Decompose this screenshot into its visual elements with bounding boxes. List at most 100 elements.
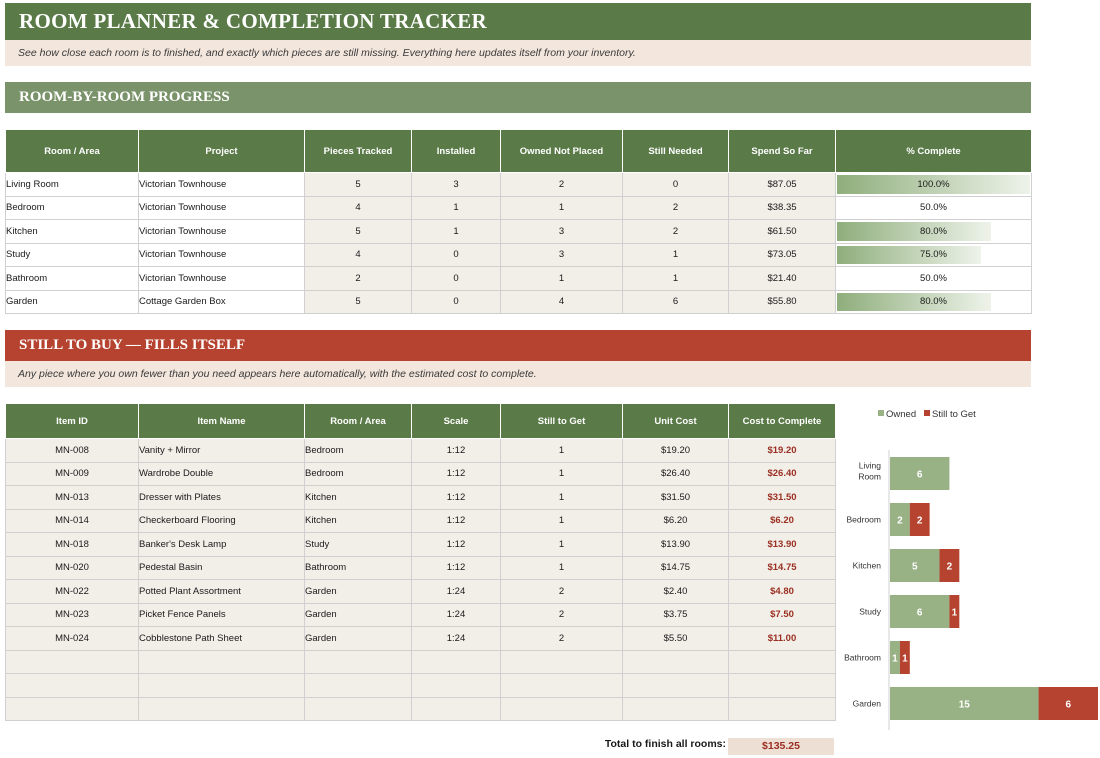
- cell-scale[interactable]: 1:24: [411, 579, 501, 604]
- empty-cell[interactable]: [728, 696, 836, 721]
- cell-name[interactable]: Dresser with Plates: [138, 485, 305, 510]
- empty-cell[interactable]: [500, 696, 623, 721]
- cell-unit[interactable]: $2.40: [622, 579, 729, 604]
- cell-unit[interactable]: $26.40: [622, 461, 729, 486]
- cell-name[interactable]: Banker's Desk Lamp: [138, 532, 305, 557]
- cell-scale[interactable]: 1:12: [411, 438, 501, 463]
- cell-id[interactable]: MN-018: [5, 532, 139, 557]
- cell-name[interactable]: Pedestal Basin: [138, 555, 305, 580]
- cell-unit[interactable]: $31.50: [622, 485, 729, 510]
- bar-owned[interactable]: [890, 595, 950, 628]
- col-header[interactable]: Cost to Complete: [728, 403, 836, 439]
- cell-pct-complete[interactable]: 100.0%: [835, 172, 1032, 197]
- cell-spend[interactable]: $38.35: [728, 195, 836, 220]
- cell-name[interactable]: Wardrobe Double: [138, 461, 305, 486]
- cell-tracked[interactable]: 5: [304, 289, 412, 314]
- bar-owned[interactable]: [890, 549, 940, 582]
- empty-cell[interactable]: [5, 696, 139, 721]
- empty-cell[interactable]: [138, 649, 305, 674]
- col-header[interactable]: Pieces Tracked: [304, 129, 412, 173]
- cell-room[interactable]: Bedroom: [304, 438, 412, 463]
- cell-spend[interactable]: $21.40: [728, 266, 836, 291]
- cell-id[interactable]: MN-013: [5, 485, 139, 510]
- empty-cell[interactable]: [622, 696, 729, 721]
- cell-project[interactable]: Victorian Townhouse: [138, 242, 305, 267]
- cell-cost[interactable]: $6.20: [728, 508, 836, 533]
- cell-needed[interactable]: 2: [622, 195, 729, 220]
- bar-owned[interactable]: [890, 687, 1039, 720]
- cell-id[interactable]: MN-020: [5, 555, 139, 580]
- cell-needed[interactable]: 1: [622, 266, 729, 291]
- col-header[interactable]: Item ID: [5, 403, 139, 439]
- cell-cost[interactable]: $31.50: [728, 485, 836, 510]
- bar-still-to-get[interactable]: [949, 595, 960, 628]
- bar-owned[interactable]: [890, 503, 910, 536]
- cell-spend[interactable]: $61.50: [728, 219, 836, 244]
- cell-scale[interactable]: 1:12: [411, 461, 501, 486]
- cell-get[interactable]: 1: [500, 485, 623, 510]
- cell-tracked[interactable]: 5: [304, 172, 412, 197]
- cell-installed[interactable]: 1: [411, 195, 501, 220]
- empty-cell[interactable]: [138, 696, 305, 721]
- empty-cell[interactable]: [304, 673, 412, 698]
- cell-unit[interactable]: $5.50: [622, 626, 729, 651]
- cell-room[interactable]: Garden: [5, 289, 139, 314]
- cell-id[interactable]: MN-009: [5, 461, 139, 486]
- cell-get[interactable]: 2: [500, 602, 623, 627]
- cell-get[interactable]: 1: [500, 438, 623, 463]
- cell-scale[interactable]: 1:12: [411, 555, 501, 580]
- cell-id[interactable]: MN-023: [5, 602, 139, 627]
- col-header[interactable]: Owned Not Placed: [500, 129, 623, 173]
- cell-room[interactable]: Bedroom: [304, 461, 412, 486]
- cell-scale[interactable]: 1:24: [411, 602, 501, 627]
- cell-room[interactable]: Kitchen: [5, 219, 139, 244]
- col-header[interactable]: Project: [138, 129, 305, 173]
- cell-owned[interactable]: 1: [500, 266, 623, 291]
- cell-spend[interactable]: $87.05: [728, 172, 836, 197]
- cell-tracked[interactable]: 4: [304, 242, 412, 267]
- col-header[interactable]: Installed: [411, 129, 501, 173]
- col-header[interactable]: Still Needed: [622, 129, 729, 173]
- cell-installed[interactable]: 0: [411, 266, 501, 291]
- cell-needed[interactable]: 1: [622, 242, 729, 267]
- empty-cell[interactable]: [304, 696, 412, 721]
- cell-installed[interactable]: 1: [411, 219, 501, 244]
- cell-get[interactable]: 2: [500, 579, 623, 604]
- cell-cost[interactable]: $7.50: [728, 602, 836, 627]
- cell-get[interactable]: 1: [500, 532, 623, 557]
- cell-cost[interactable]: $11.00: [728, 626, 836, 651]
- col-header[interactable]: Room / Area: [304, 403, 412, 439]
- cell-room[interactable]: Garden: [304, 626, 412, 651]
- cell-project[interactable]: Victorian Townhouse: [138, 219, 305, 244]
- cell-room[interactable]: Living Room: [5, 172, 139, 197]
- cell-needed[interactable]: 2: [622, 219, 729, 244]
- cell-get[interactable]: 2: [500, 626, 623, 651]
- cell-tracked[interactable]: 5: [304, 219, 412, 244]
- col-header[interactable]: Still to Get: [500, 403, 623, 439]
- empty-cell[interactable]: [411, 696, 501, 721]
- cell-cost[interactable]: $26.40: [728, 461, 836, 486]
- empty-cell[interactable]: [500, 649, 623, 674]
- cell-tracked[interactable]: 4: [304, 195, 412, 220]
- cell-unit[interactable]: $13.90: [622, 532, 729, 557]
- cell-room[interactable]: Study: [5, 242, 139, 267]
- cell-spend[interactable]: $55.80: [728, 289, 836, 314]
- cell-scale[interactable]: 1:12: [411, 532, 501, 557]
- empty-cell[interactable]: [5, 649, 139, 674]
- empty-cell[interactable]: [622, 673, 729, 698]
- empty-cell[interactable]: [622, 649, 729, 674]
- cell-project[interactable]: Victorian Townhouse: [138, 195, 305, 220]
- bar-still-to-get[interactable]: [899, 641, 910, 674]
- cell-owned[interactable]: 1: [500, 195, 623, 220]
- cell-cost[interactable]: $13.90: [728, 532, 836, 557]
- empty-cell[interactable]: [411, 673, 501, 698]
- cell-room[interactable]: Kitchen: [304, 508, 412, 533]
- cell-id[interactable]: MN-022: [5, 579, 139, 604]
- bar-still-to-get[interactable]: [909, 503, 930, 536]
- cell-project[interactable]: Victorian Townhouse: [138, 266, 305, 291]
- cell-room[interactable]: Kitchen: [304, 485, 412, 510]
- bar-still-to-get[interactable]: [1038, 687, 1098, 720]
- cell-pct-complete[interactable]: 80.0%: [835, 219, 1032, 244]
- cell-unit[interactable]: $14.75: [622, 555, 729, 580]
- cell-scale[interactable]: 1:12: [411, 508, 501, 533]
